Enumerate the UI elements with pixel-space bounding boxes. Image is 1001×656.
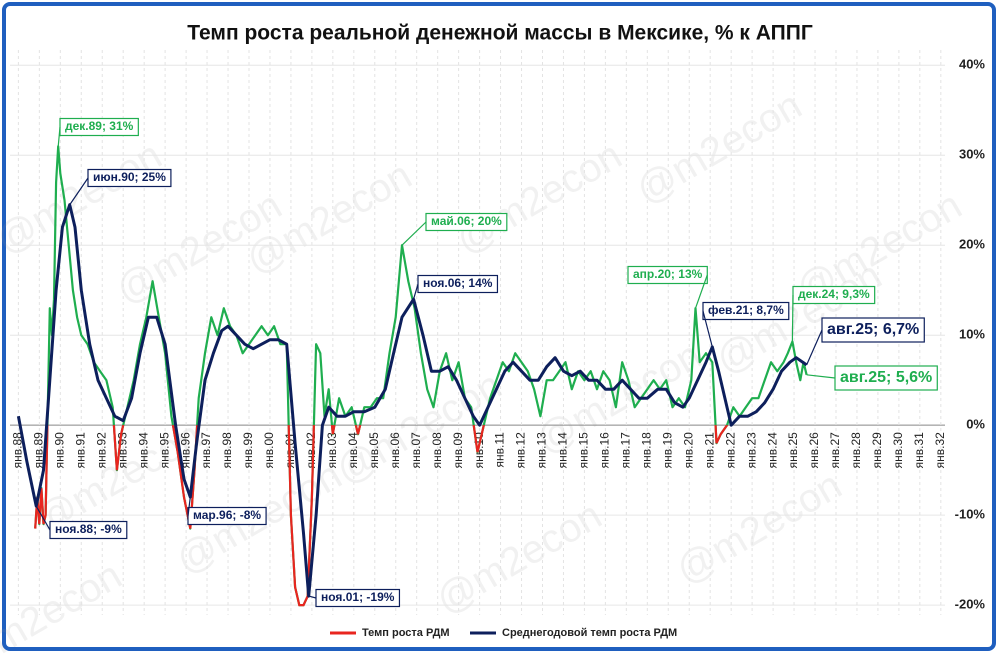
annotations: дек.89; 31% июн.90; 25% ноя.88; -9% мар.96;… [35,117,938,608]
x-tick-label: янв.29 [870,432,884,469]
y-tick-label: 40% [959,57,985,72]
annotation-leader [308,595,317,599]
series-line-negative [34,425,729,607]
annotation-label: ноя.01; -19% [321,590,395,604]
x-tick-label: янв.23 [744,432,758,469]
x-tick-label: янв.25 [786,432,800,469]
annotation-leader [57,126,61,147]
legend-label: Темп роста РДМ [362,627,450,639]
x-tick-label: янв.19 [660,432,674,469]
annotation-leader [69,177,89,206]
y-tick-label: 0% [966,417,985,432]
x-tick-label: янв.89 [32,432,46,469]
annotation-label: май.06; 20% [431,214,502,228]
x-tick-label: янв.14 [556,432,570,469]
x-tick-label: янв.02 [304,432,318,469]
x-tick-label: янв.05 [367,432,381,469]
annotation-label: июн.90; 25% [93,170,166,184]
y-tick-label: 10% [959,327,985,342]
annotation-leader [35,505,51,531]
annotation-leader [702,310,713,348]
grid: -20% -10% 0% 10% 20% 30% 40% янв.88 янв.89 янв.90… [10,50,985,615]
x-tick-label: янв.04 [346,432,360,469]
x-tick-label: янв.17 [619,432,633,469]
annotation-leader [694,274,708,309]
x-tick-label: янв.94 [136,432,150,469]
annotation-leader [412,283,419,300]
x-tick-label: янв.98 [220,432,234,469]
x-tick-label: янв.21 [702,432,716,469]
x-tick-label: янв.12 [514,432,528,469]
annotation-label: авг.25; 5,6% [840,369,932,386]
x-tick-label: янв.97 [199,432,213,469]
annotation-label: дек.24; 9,3% [798,287,870,301]
x-tick-label: янв.06 [388,432,402,469]
annotation-label: мар.96; -8% [193,508,261,522]
y-tick-label: -10% [955,507,986,522]
x-tick-label: янв.11 [493,432,507,468]
chart-title: Темп роста реальной денежной массы в Мек… [187,22,813,45]
annotation-leader [401,221,427,246]
x-tick-label: янв.31 [912,432,926,469]
x-tick-label: янв.13 [535,432,549,469]
x-tick-label: янв.18 [639,432,653,469]
annotation-box [821,317,925,343]
x-tick-label: янв.95 [157,432,171,469]
annotation-leader [791,294,794,342]
x-tick-label: янв.26 [807,432,821,469]
x-tick-label: янв.32 [933,432,947,469]
x-tick-label: янв.03 [325,432,339,469]
x-tick-label: янв.91 [73,432,87,469]
y-tick-label: 20% [959,237,985,252]
annotation-leader [806,329,823,366]
x-tick-label: янв.07 [409,432,423,469]
annotation-label: ноя.88; -9% [55,522,122,536]
annotation-leader [187,497,191,517]
y-tick-label: -20% [955,597,986,612]
x-tick-label: янв.15 [577,432,591,469]
x-tick-label: янв.08 [430,432,444,469]
legend-label: Среднегодовой темп роста РДМ [502,627,677,639]
x-tick-label: янв.20 [681,432,695,469]
plot [16,145,808,607]
annotation-label: авг.25; 6,7% [827,321,919,338]
annotation-label: дек.89; 31% [65,119,134,133]
annotation-label: апр.20; 13% [633,267,703,281]
x-tick-label: янв.22 [723,432,737,469]
series-line [16,203,808,598]
annotation-label: фев.21; 8,7% [708,303,784,317]
x-tick-label: янв.00 [262,432,276,469]
annotation-leader [806,374,836,379]
y-tick-label: 30% [959,147,985,162]
x-tick-label: янв.90 [52,432,66,469]
x-tick-label: янв.09 [451,432,465,469]
x-tick-label: янв.30 [891,432,905,469]
x-tick-label: янв.92 [94,432,108,469]
x-tick-label: янв.28 [849,432,863,469]
annotation-box [834,365,938,391]
x-tick-label: янв.27 [828,432,842,469]
x-tick-label: янв.24 [765,432,779,469]
x-tick-label: янв.88 [11,432,25,469]
x-tick-label: янв.16 [598,432,612,469]
annotation-label: ноя.06; 14% [423,276,493,290]
x-tick-label: янв.99 [241,432,255,469]
